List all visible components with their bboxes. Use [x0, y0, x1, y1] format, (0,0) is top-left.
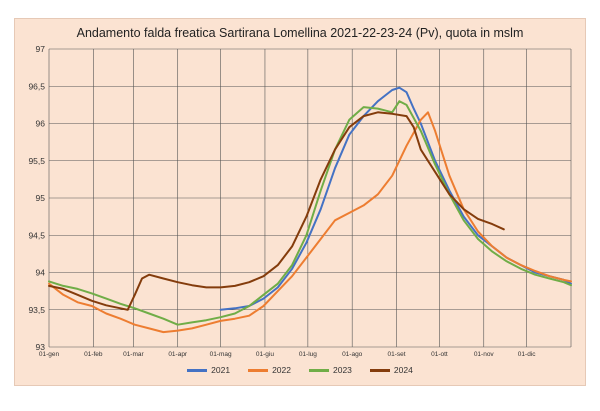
- chart-frame: Andamento falda freatica Sartirana Lomel…: [14, 18, 586, 386]
- x-tick-label: 01-ago: [342, 351, 363, 358]
- y-tick-label: 96,5: [28, 81, 45, 91]
- legend-label: 2022: [272, 365, 291, 375]
- y-tick-label: 94,5: [28, 230, 45, 240]
- x-tick-label: 01-lug: [299, 351, 317, 358]
- legend-item-2022: 2022: [248, 365, 291, 375]
- x-tick-label: 01-giu: [256, 351, 274, 358]
- legend-swatch: [187, 368, 208, 372]
- series-line-2023: [48, 100, 572, 326]
- series-line-2024: [48, 111, 505, 311]
- y-tick-label: 93,5: [28, 305, 45, 315]
- y-tick-label: 94: [36, 268, 46, 278]
- x-tick-label: 01-mar: [123, 351, 144, 358]
- legend-item-2021: 2021: [187, 365, 230, 375]
- legend-label: 2021: [211, 365, 231, 375]
- line-chart: 93 93,5 94 94,5 95 95,5 96 96,5 97 01-gen 01-feb 01…: [28, 44, 572, 358]
- legend-label: 2023: [333, 365, 352, 375]
- legend-swatch: [369, 368, 390, 372]
- chart-legend: 2021 2022 2023 2024: [15, 365, 585, 375]
- legend-swatch: [248, 368, 269, 372]
- x-tick-label: 01-set: [387, 351, 405, 358]
- x-tick-label: 01-feb: [84, 351, 103, 358]
- y-tick-label: 96: [36, 119, 46, 129]
- y-tick-label: 97: [36, 44, 46, 54]
- series-line-2021: [219, 86, 572, 311]
- x-tick-label: 01-mag: [210, 351, 232, 358]
- series-line-2022: [48, 111, 572, 334]
- x-tick-label: 01-dic: [518, 351, 536, 358]
- legend-swatch: [309, 368, 329, 372]
- x-tick-label: 01-apr: [168, 351, 188, 358]
- chart-title: Andamento falda freatica Sartirana Lomel…: [76, 26, 524, 40]
- y-tick-label: 93: [36, 342, 46, 352]
- x-tick-label: 01-gen: [39, 351, 60, 358]
- legend-item-2024: 2024: [369, 365, 413, 375]
- x-tick-label: 01-ott: [431, 351, 448, 358]
- legend-item-2023: 2023: [309, 365, 352, 375]
- y-tick-label: 95,5: [28, 156, 45, 166]
- x-tick-label: 01-nov: [474, 351, 495, 358]
- legend-label: 2024: [393, 365, 413, 375]
- y-tick-label: 95: [36, 193, 46, 203]
